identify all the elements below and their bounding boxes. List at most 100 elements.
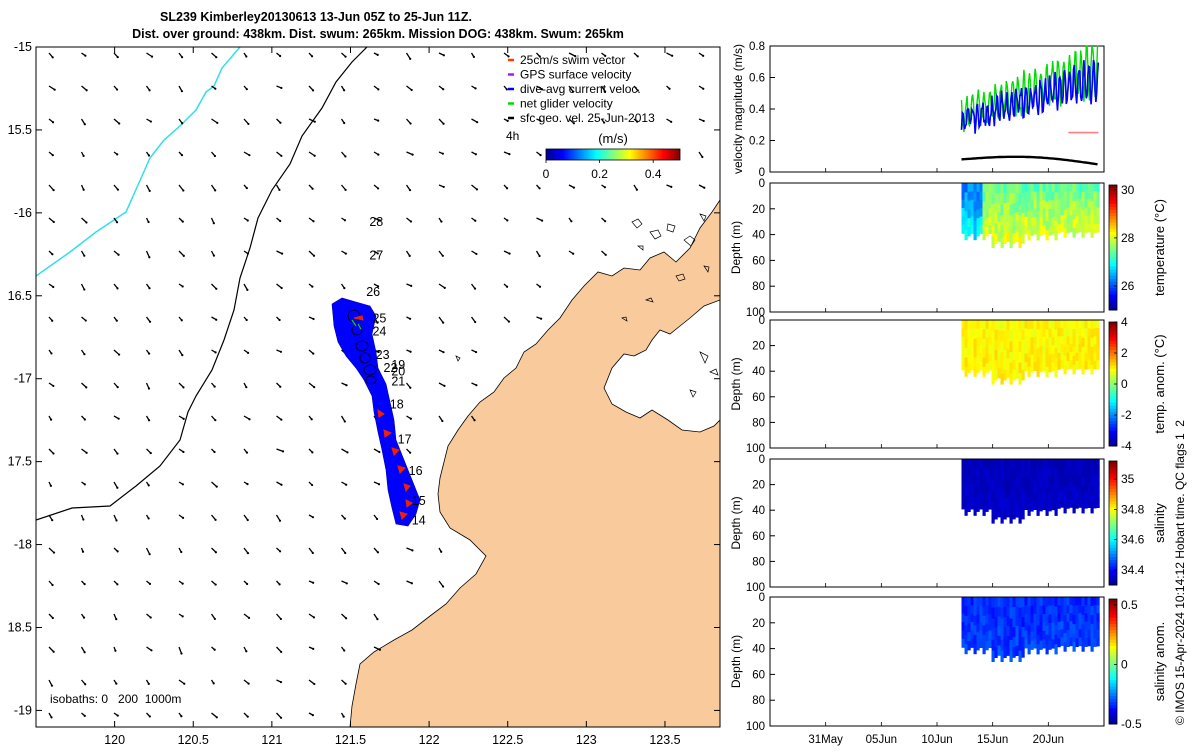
- section-cell: [1021, 597, 1025, 608]
- section-cell: [985, 623, 989, 633]
- section-cell: [1078, 199, 1082, 208]
- section-cell: [1039, 217, 1043, 228]
- section-cell: [973, 597, 977, 607]
- section-colorbar-step: [1109, 256, 1117, 261]
- current-vector-head: [180, 154, 184, 157]
- section-cell: [1030, 467, 1034, 477]
- section-colorbar-tick-label: 26: [1121, 279, 1135, 293]
- section-cell: [1054, 606, 1058, 617]
- day-label: 23: [376, 348, 390, 362]
- section-cell: [1033, 605, 1037, 615]
- day-label: 27: [369, 248, 383, 262]
- section-cell: [1006, 606, 1010, 617]
- section-cell: [961, 344, 965, 354]
- section-cell: [997, 212, 1001, 223]
- section-cell: [1045, 625, 1049, 636]
- section-cell: [1009, 640, 1013, 652]
- section-cell: [1093, 597, 1097, 606]
- section-colorbar-tick-label: -0.5: [1121, 717, 1142, 731]
- section-cell: [961, 353, 965, 363]
- section-cell: [1000, 330, 1004, 342]
- section-cell: [1084, 605, 1088, 614]
- section-colorbar-step: [1109, 263, 1117, 267]
- section-colorbar-step: [1109, 633, 1117, 637]
- section-cell: [979, 191, 983, 201]
- section-cell: [1009, 193, 1013, 205]
- section-cell: [1072, 624, 1076, 634]
- section-cell: [1060, 597, 1064, 606]
- section-cell: [988, 225, 992, 234]
- current-vector-head: [215, 318, 218, 321]
- section-colorbar-label: salinity: [1152, 503, 1167, 543]
- section-cell: [988, 630, 992, 640]
- section-cell: [1003, 627, 1007, 638]
- section-cell: [964, 487, 968, 498]
- section-y-tick-label: 100: [746, 443, 765, 455]
- section-cell: [1036, 348, 1040, 359]
- section-cell: [1057, 638, 1061, 648]
- section-colorbar-step: [1109, 667, 1117, 672]
- current-vector-head: [82, 616, 86, 619]
- section-colorbar-step: [1109, 664, 1117, 669]
- current-vector-head: [313, 385, 316, 389]
- section-cell: [997, 348, 1001, 360]
- section-cell: [1084, 629, 1088, 639]
- section-cell: [1030, 200, 1034, 210]
- section-cell: [1006, 202, 1010, 213]
- section-cell: [982, 477, 986, 488]
- section-colorbar-step: [1109, 560, 1117, 564]
- section-cell: [979, 484, 983, 493]
- section-cell: [1042, 492, 1046, 502]
- section-cell: [1060, 191, 1064, 200]
- current-vector-head: [636, 89, 639, 92]
- current-vector: [145, 250, 150, 258]
- section-cell: [1072, 485, 1076, 496]
- section-cell: [1090, 219, 1094, 229]
- section-cell: [1009, 480, 1013, 492]
- section-cell: [1051, 217, 1055, 227]
- current-vector-head: [50, 684, 54, 687]
- current-vector: [438, 316, 444, 324]
- section-cell: [1072, 459, 1076, 469]
- legend-colorbar-tick-label: 0: [543, 167, 550, 181]
- section-cell: [1036, 644, 1040, 655]
- section-cell: [1069, 467, 1073, 476]
- current-vector-head: [342, 715, 345, 718]
- section-cell: [1057, 605, 1061, 615]
- section-cell: [1033, 353, 1037, 363]
- section-colorbar-step: [1109, 365, 1117, 369]
- section-cell: [1024, 183, 1028, 193]
- current-vector: [145, 184, 151, 192]
- section-cell: [1060, 629, 1064, 638]
- section-cell: [1051, 467, 1055, 477]
- section-cell: [1069, 605, 1073, 614]
- section-cell: [994, 479, 998, 490]
- section-cell: [1048, 183, 1052, 193]
- section-cell: [1006, 507, 1010, 518]
- section-cell: [1072, 201, 1076, 211]
- section-cell: [1000, 491, 1004, 503]
- section-cell: [1072, 633, 1076, 643]
- current-vector-head: [311, 483, 314, 487]
- section-y-tick-label: 40: [752, 644, 765, 656]
- section-cell: [1090, 642, 1094, 652]
- section-cell: [1015, 478, 1019, 489]
- section-cell: [1078, 467, 1082, 476]
- current-vector-head: [539, 119, 542, 122]
- section-cell: [1090, 597, 1094, 607]
- current-vector-head: [51, 253, 54, 256]
- section-cell: [1012, 627, 1016, 638]
- current-vector-head: [311, 551, 314, 555]
- section-cell: [1090, 346, 1094, 357]
- section-cell: [1039, 467, 1043, 477]
- current-vector-head: [246, 219, 249, 222]
- section-cell: [1030, 605, 1034, 615]
- section-cell: [1024, 199, 1028, 209]
- section-cell: [1006, 221, 1010, 233]
- section-colorbar-step: [1109, 516, 1117, 521]
- section-cell: [1021, 469, 1025, 480]
- section-cell: [994, 617, 998, 628]
- current-vector-head: [442, 122, 445, 125]
